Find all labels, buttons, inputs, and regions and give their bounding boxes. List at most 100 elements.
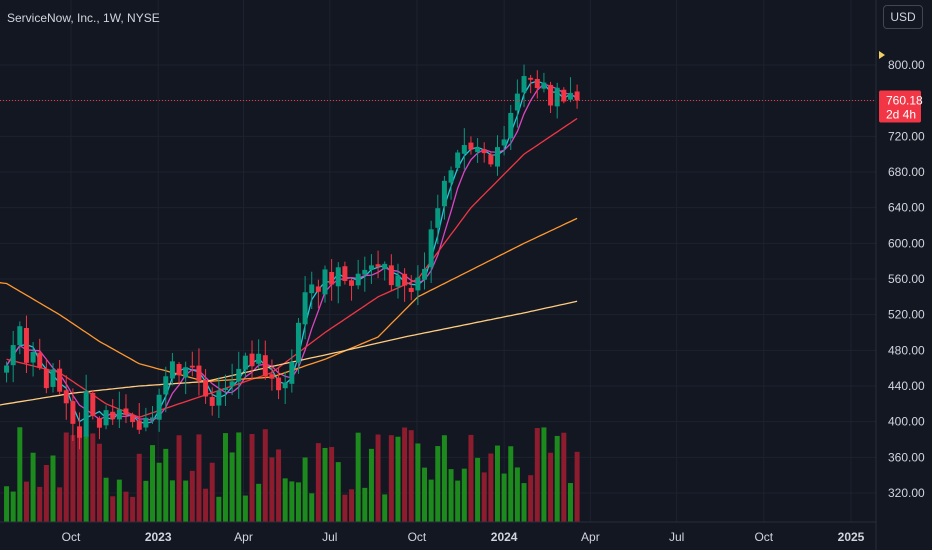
candle-body xyxy=(415,277,421,291)
candle-body xyxy=(43,368,49,389)
candle-body xyxy=(196,365,202,381)
candle-body xyxy=(216,390,222,406)
candle-body xyxy=(494,147,500,167)
symbol-title: ServiceNow, Inc., 1W, NYSE xyxy=(7,11,160,25)
candle-body xyxy=(17,326,23,346)
candle-body xyxy=(203,380,209,397)
volume-bar xyxy=(10,491,16,522)
candle-body xyxy=(521,76,527,93)
volume-bar xyxy=(262,429,268,522)
volume-bar xyxy=(455,480,461,522)
volume-bar xyxy=(514,467,520,522)
candle-body xyxy=(163,376,169,395)
volume-bar xyxy=(309,493,315,522)
time-axis-label: 2024 xyxy=(491,530,518,544)
candle-body xyxy=(282,382,288,389)
time-axis-label: Jul xyxy=(322,530,337,544)
volume-bar xyxy=(103,477,109,522)
candle-body xyxy=(408,287,414,292)
time-axis-label: Oct xyxy=(408,530,427,544)
price-axis-label: 560.00 xyxy=(888,272,925,286)
volume-bar xyxy=(554,435,560,522)
candle-body xyxy=(455,152,461,168)
candle-body xyxy=(461,145,467,154)
volume-bar xyxy=(468,434,474,522)
volume-bar xyxy=(183,480,189,522)
volume-bar xyxy=(150,445,156,522)
candle-body xyxy=(528,77,534,80)
price-axis-label: 640.00 xyxy=(888,201,925,215)
price-axis-label: 480.00 xyxy=(888,343,925,357)
candle-body xyxy=(176,364,182,376)
volume-bar xyxy=(37,486,43,522)
price-axis-label: 320.00 xyxy=(888,486,925,500)
candle-body xyxy=(262,355,268,377)
candle-body xyxy=(395,275,401,287)
volume-bar xyxy=(395,436,401,522)
volume-bar xyxy=(408,430,414,522)
volume-bar xyxy=(355,432,361,522)
candle-body xyxy=(574,91,580,101)
volume-bar xyxy=(541,427,547,522)
volume-bar xyxy=(196,434,202,522)
volume-bar xyxy=(561,432,567,522)
candle-body xyxy=(189,365,195,368)
candle-body xyxy=(322,269,328,295)
candle-body xyxy=(388,265,394,286)
candle-body xyxy=(269,374,275,379)
volume-bar xyxy=(77,434,83,522)
candle-body xyxy=(183,367,189,378)
time-axis-label: Apr xyxy=(234,530,253,544)
candle-body xyxy=(422,268,428,280)
volume-bar xyxy=(508,446,514,522)
candle-body xyxy=(50,369,56,387)
volume-bar xyxy=(130,496,136,522)
candle-body xyxy=(70,401,76,424)
time-axis-label: Oct xyxy=(754,530,773,544)
price-axis-label: 720.00 xyxy=(888,129,925,143)
candle-body xyxy=(156,394,162,420)
volume-bar xyxy=(322,447,328,522)
price-axis-label: 680.00 xyxy=(888,165,925,179)
candle-body xyxy=(96,418,102,428)
candle-body xyxy=(541,82,547,89)
candle-body xyxy=(83,390,89,437)
volume-bar xyxy=(96,443,102,522)
candle-body xyxy=(402,273,408,286)
candle-body xyxy=(501,139,507,146)
candle-body xyxy=(368,265,374,270)
candle-body xyxy=(23,328,29,363)
volume-bar xyxy=(289,481,295,522)
volume-bar xyxy=(256,483,262,522)
volume-bar xyxy=(548,452,554,522)
candle-body xyxy=(116,409,122,420)
volume-bar xyxy=(17,427,23,522)
volume-bar xyxy=(435,446,441,522)
volume-bar xyxy=(422,467,428,522)
volume-bar xyxy=(222,433,228,522)
candle-body xyxy=(256,353,262,364)
volume-bar xyxy=(163,448,169,522)
candle-body xyxy=(534,78,540,89)
candle-body xyxy=(150,417,156,420)
candle-body xyxy=(136,420,142,430)
volume-bar xyxy=(415,443,421,522)
currency-button[interactable]: USD xyxy=(883,5,923,29)
time-axis-label: 2025 xyxy=(838,530,865,544)
volume-bar xyxy=(521,483,527,522)
volume-bar xyxy=(276,449,282,522)
volume-bar xyxy=(57,487,63,522)
candle-body xyxy=(222,388,228,390)
candle-body xyxy=(229,381,235,387)
volume-bar xyxy=(362,487,368,522)
price-axis-label: 520.00 xyxy=(888,308,925,322)
triangle-right-icon[interactable] xyxy=(879,51,885,59)
candle-body xyxy=(554,87,560,107)
volume-bar xyxy=(156,462,162,522)
last-price-tag xyxy=(879,90,921,123)
candle-body xyxy=(468,142,474,150)
volume-bar xyxy=(349,489,355,522)
volume-bar xyxy=(110,496,116,522)
